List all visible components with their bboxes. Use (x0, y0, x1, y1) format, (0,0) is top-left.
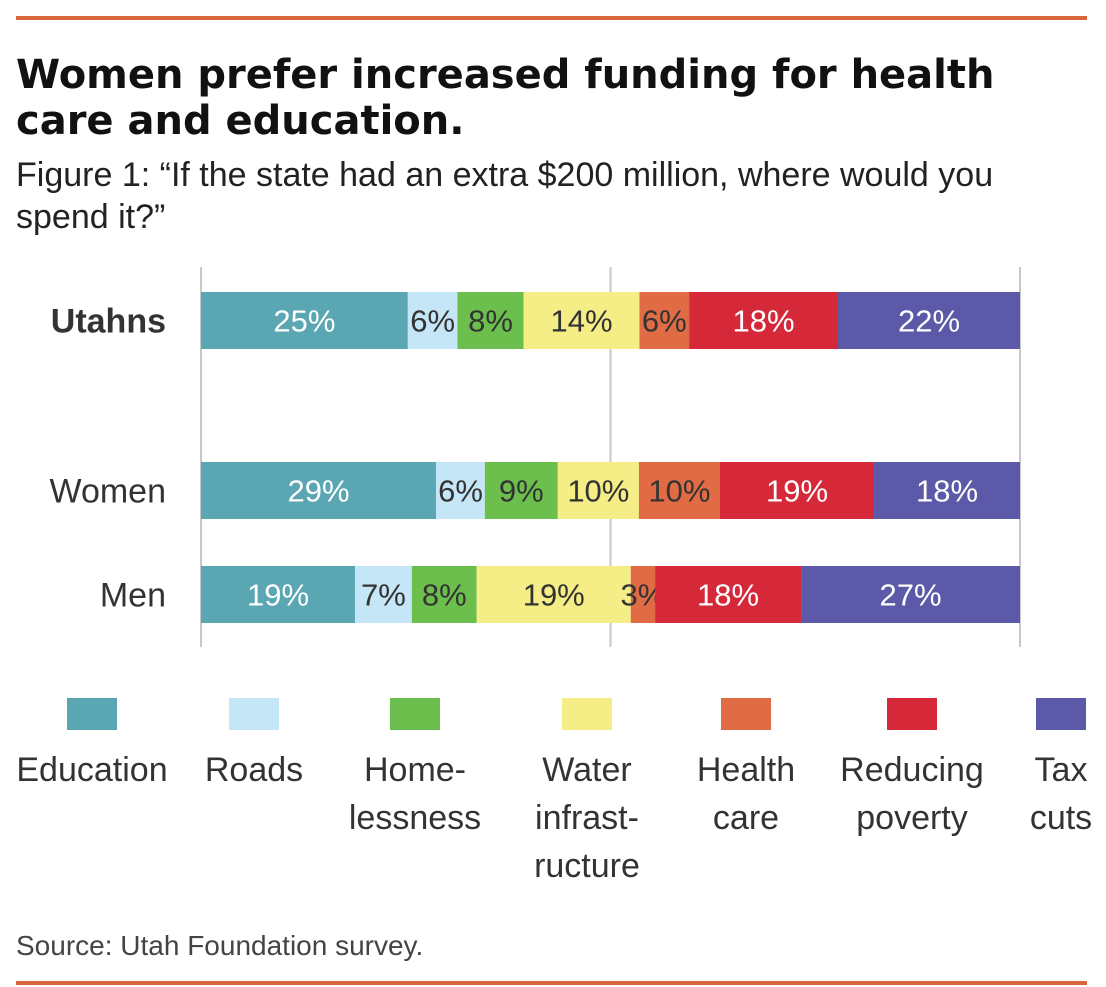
bar-segment (407, 292, 458, 349)
bar-segment (523, 292, 640, 349)
bottom-rule (16, 981, 1087, 985)
legend-item: Home-lessness (330, 698, 500, 842)
legend-item: Reducing poverty (827, 698, 997, 842)
legend-item: Education (7, 698, 177, 794)
legend-label: Education (16, 751, 168, 789)
top-rule (16, 16, 1087, 20)
data-label: 22% (898, 304, 960, 339)
data-label: 19% (523, 578, 585, 613)
bar-segment (655, 566, 802, 623)
data-label: 10% (648, 474, 710, 509)
bar-segment (838, 292, 1020, 349)
legend-label: Roads (204, 751, 304, 789)
chart-title: Women prefer increased funding for healt… (16, 52, 995, 144)
data-label: 19% (247, 578, 309, 613)
bar-segment (201, 566, 356, 623)
legend-swatch (721, 698, 771, 730)
bar-segment (201, 462, 437, 519)
bar-segment (436, 462, 485, 519)
legend-label: Health care (696, 751, 796, 837)
bar-segment (457, 292, 524, 349)
data-label: 8% (468, 304, 513, 339)
legend-label: Reducing poverty (840, 751, 984, 837)
data-label: 9% (499, 474, 544, 509)
data-label: 7% (361, 578, 406, 613)
bar-segment (201, 292, 408, 349)
bar-segment (689, 292, 838, 349)
bar-segment (476, 566, 631, 623)
data-label: 18% (697, 578, 759, 613)
chart-subtitle: Figure 1: “If the state had an extra $20… (16, 156, 994, 236)
legend-swatch (229, 698, 279, 730)
chart-legend: Education Roads Home-lessness Water infrast-… (0, 698, 1106, 898)
source-note: Source: Utah Foundation survey. (16, 930, 424, 961)
data-label: 6% (438, 474, 483, 509)
data-label: 27% (880, 578, 942, 613)
data-label: 19% (766, 474, 828, 509)
legend-item: Roads (169, 698, 339, 794)
legend-item: Health care (661, 698, 831, 842)
legend-item: Tax cuts (976, 698, 1106, 842)
bar-segment (638, 462, 720, 519)
legend-swatch (390, 698, 440, 730)
data-label: 8% (422, 578, 467, 613)
row-label-women: Women (49, 473, 166, 511)
bar-segment (484, 462, 558, 519)
stacked-bar-chart: Utahns 25% 6% 8% 14% 6% 18% 22% Women 29% 6% 9% 10% 1… (49, 267, 1021, 647)
legend-swatch (887, 698, 937, 730)
bar-segment (557, 462, 639, 519)
bar-segment (411, 566, 477, 623)
legend-item: Water infrast-ructure (502, 698, 672, 890)
bar-segment (801, 566, 1020, 623)
data-label: 14% (551, 304, 613, 339)
data-label: 6% (642, 304, 687, 339)
bar-segment (630, 566, 656, 623)
data-label: 6% (410, 304, 455, 339)
data-label: 18% (916, 474, 978, 509)
data-label: 29% (288, 474, 350, 509)
legend-label: Tax cuts (1029, 751, 1093, 837)
legend-swatch (562, 698, 612, 730)
legend-label: Home-lessness (348, 751, 482, 837)
bar-segment (639, 292, 690, 349)
data-label: 25% (273, 304, 335, 339)
row-label-utahns: Utahns (51, 303, 166, 341)
data-label: 10% (567, 474, 629, 509)
bar-segment (355, 566, 412, 623)
legend-swatch (67, 698, 117, 730)
bar-segment (874, 462, 1020, 519)
legend-swatch (1036, 698, 1086, 730)
bar-segment (719, 462, 875, 519)
row-label-men: Men (100, 577, 166, 615)
data-label: 18% (733, 304, 795, 339)
legend-label: Water infrast-ructure (534, 751, 640, 885)
